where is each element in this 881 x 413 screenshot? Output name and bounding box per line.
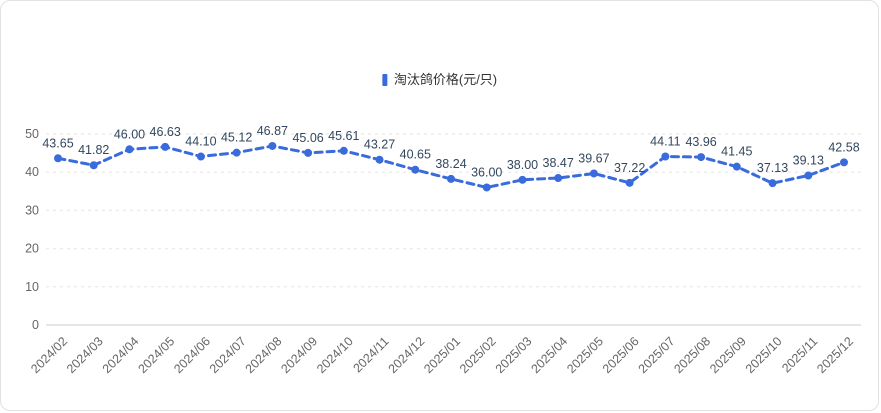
data-point-value-label: 44.11 [650,134,680,148]
y-axis-tick-label: 50 [25,127,39,141]
x-axis-tick-label: 2024/08 [243,334,285,376]
legend-label: 淘汰鸽价格(元/只) [393,72,498,87]
data-point-value-label: 41.82 [78,143,109,157]
x-axis-tick-label: 2025/05 [564,334,606,376]
x-axis-tick-label: 2025/11 [779,334,820,375]
x-axis-tick-label: 2024/09 [278,334,320,376]
data-point-value-label: 46.87 [257,124,288,138]
data-point[interactable] [589,169,598,178]
data-point-value-label: 39.67 [578,151,609,165]
x-axis-tick-label: 2025/10 [743,334,785,376]
x-axis-tick-label: 2025/01 [421,334,463,376]
data-point[interactable] [840,158,848,167]
data-point[interactable] [411,165,420,174]
data-point[interactable] [89,161,98,170]
data-point[interactable] [232,148,241,157]
data-point-value-label: 38.24 [435,157,466,171]
data-point[interactable] [268,141,277,150]
data-point[interactable] [375,155,384,164]
data-point[interactable] [447,174,455,183]
data-point-value-label: 43.96 [685,135,716,149]
y-axis-tick-label: 20 [25,242,39,256]
x-axis-tick-label: 2025/07 [636,334,678,376]
data-point[interactable] [161,142,170,151]
y-axis-tick-label: 10 [25,280,39,294]
x-axis-tick-label: 2025/06 [600,334,642,376]
x-axis-tick-label: 2024/11 [350,334,391,375]
data-point[interactable] [732,162,741,171]
x-axis-tick-label: 2025/12 [814,334,856,376]
data-point-value-label: 45.12 [221,131,252,145]
data-point-value-label: 38.00 [507,158,538,172]
data-point-value-label: 37.13 [757,161,788,175]
x-axis-tick-label: 2024/03 [64,334,106,376]
x-axis-tick-label: 2025/04 [528,334,570,376]
data-point[interactable] [482,183,491,192]
data-point-value-label: 44.10 [185,135,216,149]
x-axis-tick-label: 2024/05 [135,334,177,376]
data-point-value-label: 41.45 [721,145,752,159]
data-point[interactable] [304,148,313,157]
x-axis-tick-label: 2024/02 [28,334,70,376]
x-axis-tick-label: 2024/10 [314,334,356,376]
data-point-value-label: 37.22 [614,161,645,175]
data-point-value-label: 36.00 [471,165,502,179]
x-axis-tick-label: 2025/02 [457,334,499,376]
x-axis-tick-label: 2025/03 [493,334,535,376]
data-point[interactable] [54,154,62,163]
x-axis-tick-label: 2024/04 [100,334,142,376]
data-point-value-label: 43.27 [364,138,395,152]
data-point[interactable] [804,171,813,180]
x-axis-tick-label: 2024/07 [207,334,249,376]
data-point-value-label: 43.65 [42,136,73,150]
data-point[interactable] [125,145,134,154]
data-point[interactable] [625,178,634,187]
data-point-value-label: 46.63 [150,125,181,139]
data-point[interactable] [554,174,563,183]
data-point-value-label: 39.13 [793,154,824,168]
data-point[interactable] [196,152,205,161]
data-point-value-label: 45.61 [328,129,359,143]
data-point-value-label: 45.06 [292,131,323,145]
y-axis-tick-label: 30 [25,203,39,217]
x-axis-tick-label: 2024/12 [386,334,428,376]
x-axis-tick-label: 2025/09 [707,334,749,376]
data-point-value-label: 38.47 [543,156,574,170]
data-point[interactable] [661,152,670,161]
legend-item-price[interactable]: 淘汰鸽价格(元/只) [381,72,498,87]
data-point-value-label: 40.65 [400,148,431,162]
data-point[interactable] [768,179,777,188]
data-point[interactable] [339,146,348,155]
data-point[interactable] [518,175,527,184]
legend-marker-icon [381,73,387,86]
data-point[interactable] [697,153,706,162]
y-axis-tick-label: 40 [25,165,39,179]
x-axis-tick-label: 2024/06 [171,334,213,376]
data-point-value-label: 42.58 [828,140,859,154]
x-axis-tick-label: 2025/08 [671,334,713,376]
y-axis-tick-label: 0 [32,318,39,332]
data-point-value-label: 46.00 [114,127,145,141]
